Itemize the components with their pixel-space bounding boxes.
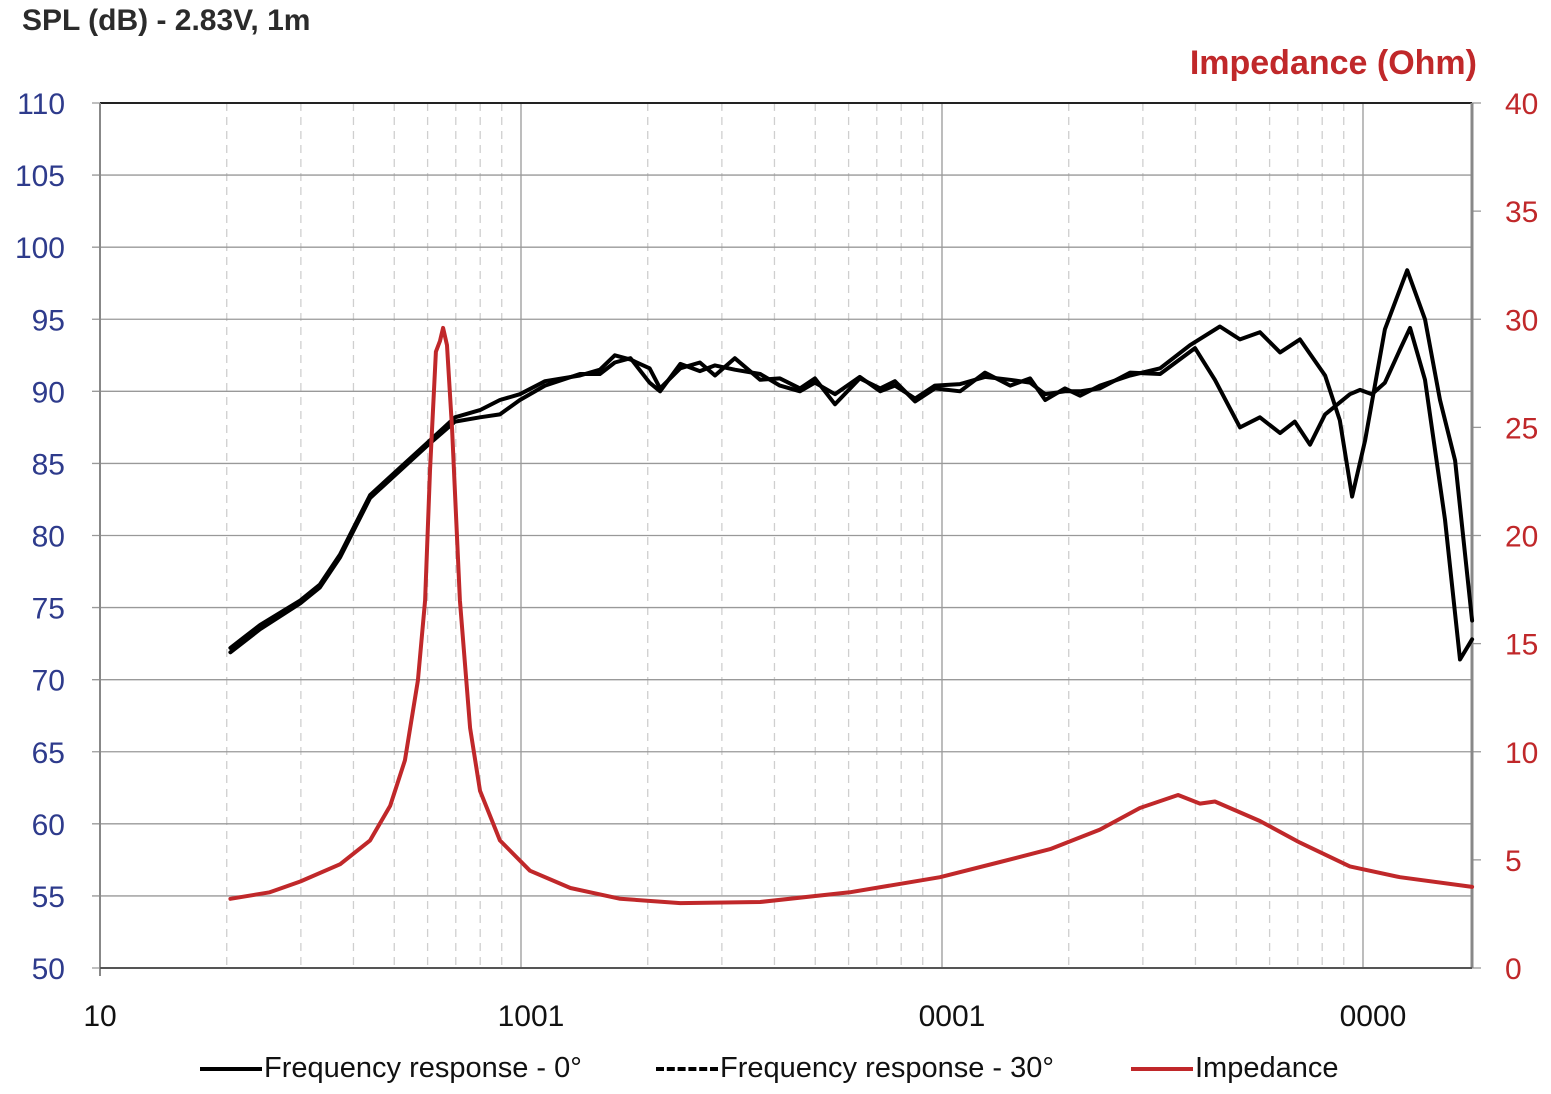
right-tick-label: 20 [1505,521,1538,554]
right-tick-label: 30 [1505,304,1538,337]
right-tick-label: 40 [1505,88,1538,121]
right-tick-label: 25 [1505,412,1538,445]
left-tick-label: 105 [15,160,65,193]
right-tick-label: 15 [1505,629,1538,662]
x-tick-label: 0001 [919,1000,986,1033]
legend-swatch-solid-black [200,1066,262,1071]
left-tick-label: 75 [32,593,65,626]
right-tick-label: 5 [1505,845,1522,878]
left-tick-label: 95 [32,304,65,337]
legend-item-0deg: Frequency response - 0° [200,1052,582,1085]
x-tick-label: 10 [83,1000,116,1033]
legend-swatch-red [1131,1066,1193,1071]
legend-item-impedance: Impedance [1131,1052,1339,1085]
right-axis-title: Impedance (Ohm) [1189,44,1477,82]
series-line-30deg [228,325,1475,662]
left-tick-label: 90 [32,376,65,409]
left-tick-label: 65 [32,737,65,770]
left-tick-label: 55 [32,881,65,914]
x-tick-label: 0000 [1340,1000,1407,1033]
left-tick-label: 80 [32,521,65,554]
legend-label: Frequency response - 0° [264,1052,582,1084]
legend-swatch-dashed-black [656,1066,718,1071]
series-line-impedance [228,325,1475,906]
legend-item-30deg: Frequency response - 30° [656,1052,1054,1085]
left-tick-label: 60 [32,809,65,842]
right-tick-label: 35 [1505,196,1538,229]
right-tick-label: 10 [1505,737,1538,770]
left-tick-label: 100 [15,232,65,265]
series-line-0deg [228,268,1475,650]
x-tick-label: 1001 [498,1000,565,1033]
left-tick-label: 50 [32,953,65,986]
legend-label: Impedance [1195,1052,1339,1084]
legend: Frequency response - 0° Frequency respon… [0,1052,1551,1092]
legend-label: Frequency response - 30° [720,1052,1054,1084]
chart-title: SPL (dB) - 2.83V, 1m [22,4,311,37]
left-tick-label: 110 [17,88,65,121]
right-tick-label: 0 [1505,953,1522,986]
left-tick-label: 85 [32,448,65,481]
left-tick-label: 70 [32,665,65,698]
